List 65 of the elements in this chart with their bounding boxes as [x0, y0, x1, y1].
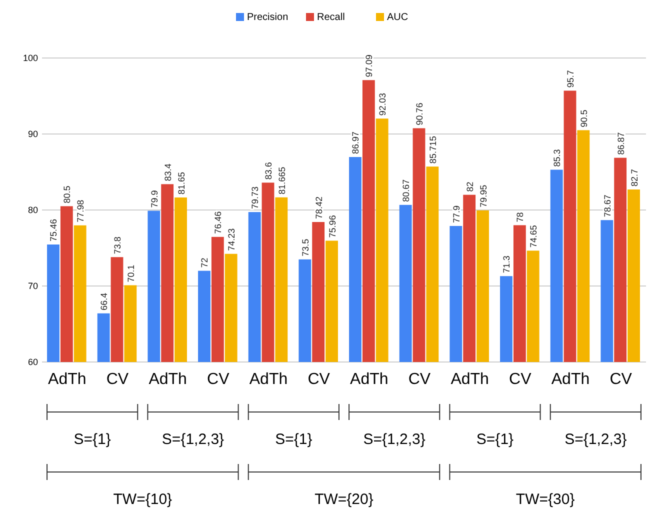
- data-label: 97.09: [364, 54, 374, 78]
- text: TW={30}: [516, 491, 575, 508]
- legend-label: Recall: [317, 12, 345, 23]
- x-tick-label: AdTh: [450, 371, 489, 388]
- text: S={1,2,3}: [363, 431, 426, 448]
- data-label: 74.23: [226, 228, 237, 251]
- data-label: 73.8: [112, 236, 122, 254]
- data-label: 85.3: [552, 149, 562, 167]
- data-label: 90.5: [578, 110, 589, 128]
- data-label: 78.67: [602, 194, 612, 218]
- data-label: 85.715: [428, 136, 438, 164]
- text: TW={20}: [314, 491, 374, 508]
- data-label: 82.7: [629, 168, 640, 186]
- data-label: 81.665: [276, 166, 287, 194]
- data-label: 76.46: [213, 211, 224, 234]
- x-tick-label: CV: [509, 371, 532, 388]
- y-tick-label: 80: [28, 205, 38, 215]
- data-label: 77.9: [451, 205, 462, 223]
- data-label: 79.73: [250, 186, 260, 210]
- data-label: 92.03: [378, 93, 388, 116]
- data-label: 79.95: [478, 184, 488, 208]
- data-label: 72: [200, 258, 210, 268]
- legend-label: Precision: [247, 12, 288, 23]
- data-label: 77.98: [76, 200, 86, 222]
- x-tick-label: CV: [308, 371, 330, 388]
- data-label: 80.5: [62, 186, 72, 204]
- data-label: 73.5: [300, 238, 310, 256]
- y-tick-label: 100: [22, 53, 38, 63]
- data-label: 74.65: [528, 225, 539, 248]
- data-label: 66.4: [99, 292, 110, 310]
- data-label: 83.4: [162, 164, 173, 182]
- y-tick-label: 70: [28, 281, 38, 291]
- x-tick-label: CV: [408, 371, 431, 388]
- data-label: 86.87: [616, 132, 626, 155]
- x-tick-label: CV: [106, 371, 129, 388]
- text: S={1}: [476, 431, 514, 448]
- data-label: 80.67: [401, 179, 412, 202]
- text: S={1,2,3}: [564, 431, 627, 448]
- text: TW={10}: [113, 491, 172, 508]
- x-tick-label: AdTh: [48, 371, 86, 388]
- data-label: 75.46: [48, 218, 59, 242]
- data-label: 78: [515, 212, 526, 222]
- x-tick-label: AdTh: [350, 371, 388, 388]
- data-label: 71.3: [502, 256, 512, 274]
- x-tick-label: AdTh: [249, 371, 288, 388]
- data-label: 75.96: [327, 215, 338, 238]
- data-label: 90.76: [414, 102, 424, 126]
- y-tick-label: 90: [28, 129, 38, 139]
- data-label: 79.9: [149, 190, 160, 208]
- y-tick-label: 60: [28, 357, 38, 367]
- x-tick-label: CV: [207, 371, 230, 388]
- legend-label: AUC: [387, 12, 408, 23]
- data-label: 81.65: [176, 172, 186, 194]
- x-tick-label: CV: [610, 371, 632, 388]
- x-tick-label: AdTh: [148, 371, 187, 388]
- x-tick-label: AdTh: [551, 371, 590, 388]
- data-label: 95.7: [566, 70, 576, 88]
- data-label: 86.97: [350, 131, 361, 154]
- data-label: 82: [464, 182, 475, 192]
- text: S={1,2,3}: [162, 431, 224, 448]
- text: S={1}: [74, 431, 111, 448]
- data-label: 83.6: [264, 162, 274, 180]
- text: S={1}: [275, 431, 312, 448]
- data-label: 70.1: [126, 264, 136, 282]
- data-label: 78.42: [314, 196, 324, 220]
